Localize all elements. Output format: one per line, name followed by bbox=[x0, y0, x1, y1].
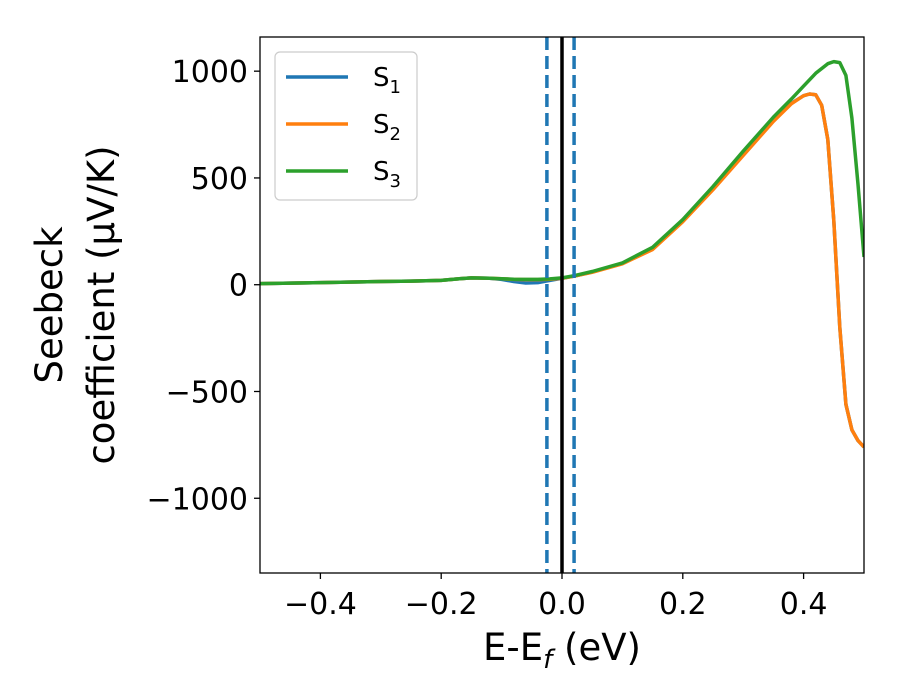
y-tick-label: 500 bbox=[191, 162, 248, 197]
y-axis-label: Seebeck coefficient (μV/K) bbox=[28, 145, 123, 464]
x-tick-label: 0.0 bbox=[538, 587, 586, 622]
series-line-s3 bbox=[260, 59, 864, 286]
y-tick-label: −1000 bbox=[147, 482, 248, 517]
legend-label-s2: S2 bbox=[373, 110, 401, 145]
legend-label-s1: S1 bbox=[373, 63, 401, 98]
y-tick-label: 1000 bbox=[172, 55, 248, 90]
y-tick-label: 0 bbox=[229, 269, 248, 304]
legend-box bbox=[274, 51, 418, 201]
legend: S1 S2 S3 bbox=[274, 51, 418, 201]
y-tick-label: −500 bbox=[166, 375, 248, 410]
y-axis-label-line2: coefficient (μV/K) bbox=[80, 145, 123, 464]
legend-label-s3: S3 bbox=[373, 157, 401, 192]
x-tick-label: 0.2 bbox=[659, 587, 707, 622]
axes-layer: −0.4 −0.2 0.0 0.2 0.4 −1000 −500 0 500 1000 bbox=[147, 36, 865, 622]
x-tick-label: −0.2 bbox=[405, 587, 478, 622]
plot-layer bbox=[260, 37, 864, 573]
x-axis-label: E-Ef (eV) bbox=[483, 626, 641, 675]
x-tick-label: 0.4 bbox=[780, 587, 828, 622]
y-axis-label-line1: Seebeck bbox=[28, 226, 71, 384]
x-tick-label: −0.4 bbox=[284, 587, 357, 622]
